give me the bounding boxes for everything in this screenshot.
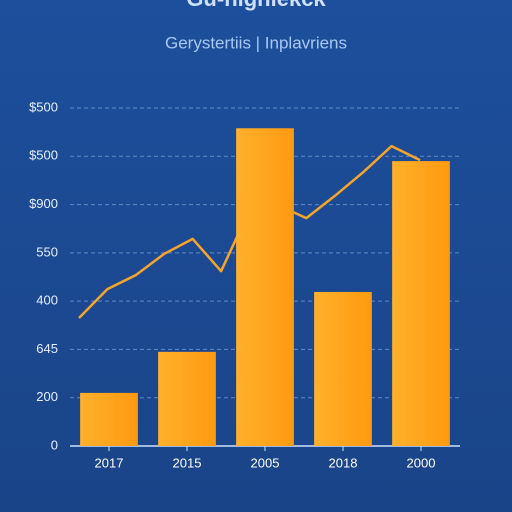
chart-subtitle: Gerystertiis | Inplavriens	[165, 33, 347, 52]
y-tick-label: 550	[36, 244, 58, 259]
y-tick-label: 200	[36, 389, 58, 404]
bar	[236, 128, 294, 446]
y-tick-label: $500	[29, 99, 58, 114]
y-tick-label: 400	[36, 293, 58, 308]
x-tick-label: 2018	[329, 455, 358, 470]
y-tick-label: 645	[36, 341, 58, 356]
y-tick-label: $900	[29, 196, 58, 211]
bar	[314, 291, 372, 446]
x-tick-label: 2015	[173, 455, 202, 470]
y-tick-label: $500	[29, 148, 58, 163]
x-tick-label: 2005	[251, 455, 280, 470]
y-tick-label: 0	[51, 437, 58, 452]
x-tick-label: 2017	[95, 455, 124, 470]
bar	[80, 392, 138, 446]
bar	[392, 161, 450, 446]
chart-title: Gu-highlekck	[186, 0, 326, 11]
bar	[158, 351, 216, 446]
x-tick-label: 2000	[407, 455, 436, 470]
